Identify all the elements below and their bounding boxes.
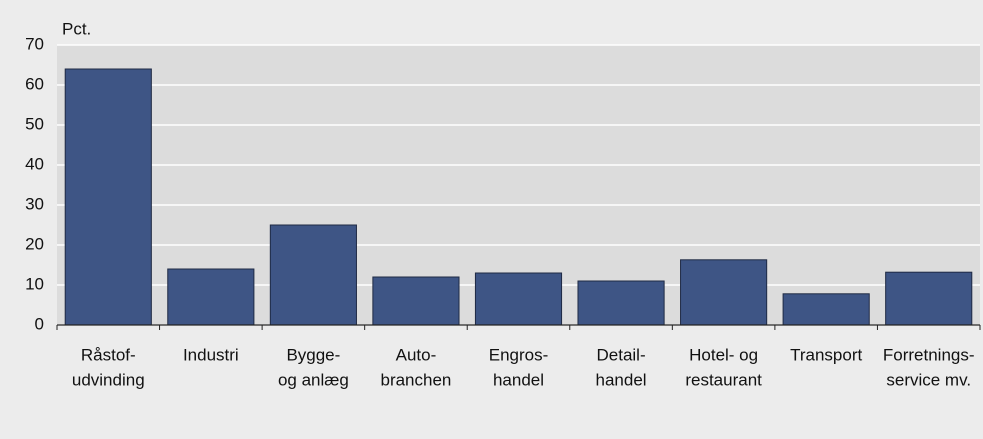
y-tick-label: 0 — [35, 314, 44, 333]
bar — [64, 68, 152, 326]
x-tick-label: handel — [596, 370, 647, 389]
bar — [577, 280, 665, 326]
y-tick-label: 10 — [25, 274, 44, 293]
y-tick-label: 20 — [25, 234, 44, 253]
bar — [269, 224, 357, 326]
y-tick-label: 70 — [25, 34, 44, 53]
x-tick-label: Auto- — [396, 345, 437, 364]
y-tick-label: 40 — [25, 154, 44, 173]
y-tick-label: 30 — [25, 194, 44, 213]
x-tick-label: udvinding — [72, 370, 145, 389]
x-tick-label: Råstof- — [81, 345, 136, 364]
x-tick-label: handel — [493, 370, 544, 389]
bar — [372, 276, 460, 326]
bar — [167, 268, 255, 326]
x-tick-label: Industri — [183, 345, 239, 364]
x-tick-label: Detail- — [596, 345, 645, 364]
bar — [885, 271, 973, 326]
x-tick-label: Bygge- — [286, 345, 340, 364]
bar — [782, 293, 870, 326]
x-tick-label: branchen — [380, 370, 451, 389]
x-tick-label: Engros- — [489, 345, 549, 364]
x-tick-label: Forretnings- — [883, 345, 975, 364]
unit-label: Pct. — [62, 19, 91, 38]
y-tick-label: 60 — [25, 74, 44, 93]
x-tick-label: og anlæg — [278, 370, 349, 389]
x-tick-label: Hotel- og — [689, 345, 758, 364]
bar — [680, 259, 768, 326]
x-tick-label: restaurant — [685, 370, 762, 389]
x-tick-label: service mv. — [886, 370, 971, 389]
y-tick-label: 50 — [25, 114, 44, 133]
x-tick-label: Transport — [790, 345, 862, 364]
bar — [474, 272, 563, 326]
